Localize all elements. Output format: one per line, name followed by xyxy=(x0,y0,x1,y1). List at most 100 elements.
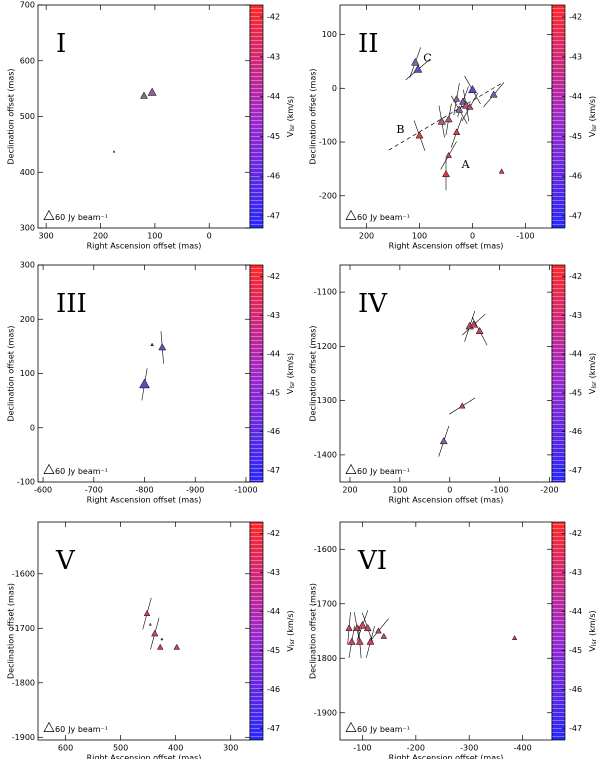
colorbar-tick-label: -45 xyxy=(569,646,582,655)
beam-flux: 60 xyxy=(357,467,367,476)
colorbar-label-unit: (km/s) xyxy=(286,610,295,636)
x-tick-label: 200 xyxy=(93,232,108,241)
beam-marker xyxy=(345,209,357,220)
panel: 600 500 400 300 -1900 -1800 -1700 -1600 Right As… xyxy=(7,521,296,759)
y-axis-label: Declination offset (mas) xyxy=(7,583,16,679)
x-tick-label: -200 xyxy=(540,486,558,495)
y-tick-label: -1100 xyxy=(314,288,337,297)
x-axis-label: Right Ascension offset (mas) xyxy=(87,754,202,759)
colorbar-label: Vlsr (km/s) xyxy=(588,96,598,137)
maser-spot xyxy=(455,105,464,113)
maser-spot xyxy=(452,128,461,135)
x-tick-label: 500 xyxy=(113,744,128,753)
y-axis-label: Declination offset (mas) xyxy=(309,68,318,164)
colorbar-tick-label: -46 xyxy=(569,172,582,181)
y-tick-label: 400 xyxy=(20,168,35,177)
maser-spot xyxy=(150,342,154,347)
maser-spot xyxy=(489,90,498,98)
y-tick-label: 0 xyxy=(332,84,337,93)
beam-marker xyxy=(43,463,55,474)
colorbar-stripes xyxy=(551,4,566,229)
fit-line xyxy=(388,82,504,151)
y-tick-label: 500 xyxy=(20,112,35,121)
y-tick-label: -1200 xyxy=(314,342,337,351)
panel-title: II xyxy=(358,29,379,59)
panel: 200 100 0 -100 -200 -1400 -1300 -1200 -1100 Right… xyxy=(309,264,598,505)
maser-spot xyxy=(413,64,423,73)
colorbar-tick-label: -47 xyxy=(267,466,280,475)
colorbar-tick-label: -47 xyxy=(569,212,582,221)
x-tick-label: -300 xyxy=(460,744,478,753)
x-tick-label: 300 xyxy=(223,744,238,753)
colorbar-tick-label: -45 xyxy=(267,646,280,655)
x-tick-label: 0 xyxy=(447,486,452,495)
x-axis-label: Right Ascension offset (mas) xyxy=(389,754,504,759)
x-tick-label: 600 xyxy=(58,744,73,753)
colorbar-label-main: V xyxy=(588,388,597,394)
maser-spot xyxy=(468,84,477,94)
maser-spot xyxy=(353,624,361,631)
beam-unit: Jy beam⁻¹ xyxy=(67,467,108,476)
y-tick-label: -1900 xyxy=(12,733,35,742)
maser-spot xyxy=(345,624,353,631)
beam-unit: Jy beam⁻¹ xyxy=(369,213,410,222)
colorbar-tick-label: -43 xyxy=(267,52,280,61)
x-axis-label: Right Ascension offset (mas) xyxy=(389,242,504,251)
beam-marker xyxy=(345,721,357,732)
colorbar-label-unit: (km/s) xyxy=(286,96,295,122)
x-tick-label: 300 xyxy=(39,232,54,241)
x-tick-label: -900 xyxy=(186,486,204,495)
colorbar-tick-label: -42 xyxy=(267,12,280,21)
colorbar-stripes xyxy=(551,521,566,741)
maser-spot xyxy=(140,91,148,99)
x-axis-label: Right Ascension offset (mas) xyxy=(87,242,202,251)
colorbar-stripes xyxy=(551,264,566,483)
maser-spot xyxy=(459,97,467,105)
maser-spot xyxy=(355,637,364,645)
colorbar-tick-label: -44 xyxy=(267,92,280,101)
x-tick-label: -700 xyxy=(85,486,103,495)
panel: -100 -200 -300 -400 -1900 -1800 -1700 -1600 Righ… xyxy=(309,521,598,759)
colorbar-label-unit: (km/s) xyxy=(588,96,597,122)
colorbar-tick-label: -44 xyxy=(267,607,280,616)
colorbar-tick-label: -47 xyxy=(267,724,280,733)
beam-unit: Jy beam⁻¹ xyxy=(67,213,108,222)
beam-flux: 60 xyxy=(55,213,65,222)
colorbar-tick-label: -43 xyxy=(267,311,280,320)
colorbar-tick-label: -45 xyxy=(267,132,280,141)
colorbar-label: Vlsr (km/s) xyxy=(588,353,598,394)
colorbar-label: Vlsr (km/s) xyxy=(588,610,598,651)
x-tick-label: -100 xyxy=(516,232,534,241)
x-tick-label: -200 xyxy=(407,744,425,753)
y-tick-label: -200 xyxy=(319,191,337,200)
maser-spot xyxy=(458,402,466,409)
colorbar-tick-label: -46 xyxy=(267,685,280,694)
colorbar-tick-label: -42 xyxy=(267,529,280,538)
colorbar-tick-label: -45 xyxy=(267,388,280,397)
panel-title: IV xyxy=(358,289,388,319)
y-tick-label: 700 xyxy=(20,1,35,10)
x-tick-label: 0 xyxy=(470,232,475,241)
colorbar-tick-label: -42 xyxy=(569,12,582,21)
x-tick-label: -100 xyxy=(491,486,509,495)
colorbar-tick-label: -47 xyxy=(569,466,582,475)
maser-spot xyxy=(112,150,116,153)
colorbar-tick-label: -42 xyxy=(267,272,280,281)
colorbar-tick-label: -43 xyxy=(569,52,582,61)
maser-spot xyxy=(160,637,164,641)
maser-spot xyxy=(437,116,446,125)
x-axis-label: Right Ascension offset (mas) xyxy=(389,496,504,505)
y-tick-label: -1400 xyxy=(314,450,337,459)
y-tick-label: -1800 xyxy=(12,678,35,687)
maser-spot xyxy=(442,169,450,178)
colorbar-stripes xyxy=(249,521,264,741)
panel-title: VI xyxy=(357,546,387,576)
maser-spot xyxy=(358,620,367,629)
beam-label: 60 Jy beam⁻¹ xyxy=(55,467,108,476)
beam-unit: Jy beam⁻¹ xyxy=(369,467,410,476)
colorbar-label-sub: lsr xyxy=(591,124,598,132)
x-tick-label: -1000 xyxy=(234,486,257,495)
maser-spot xyxy=(148,622,152,626)
colorbar-tick-label: -43 xyxy=(569,568,582,577)
colorbar-stripes xyxy=(249,264,264,483)
